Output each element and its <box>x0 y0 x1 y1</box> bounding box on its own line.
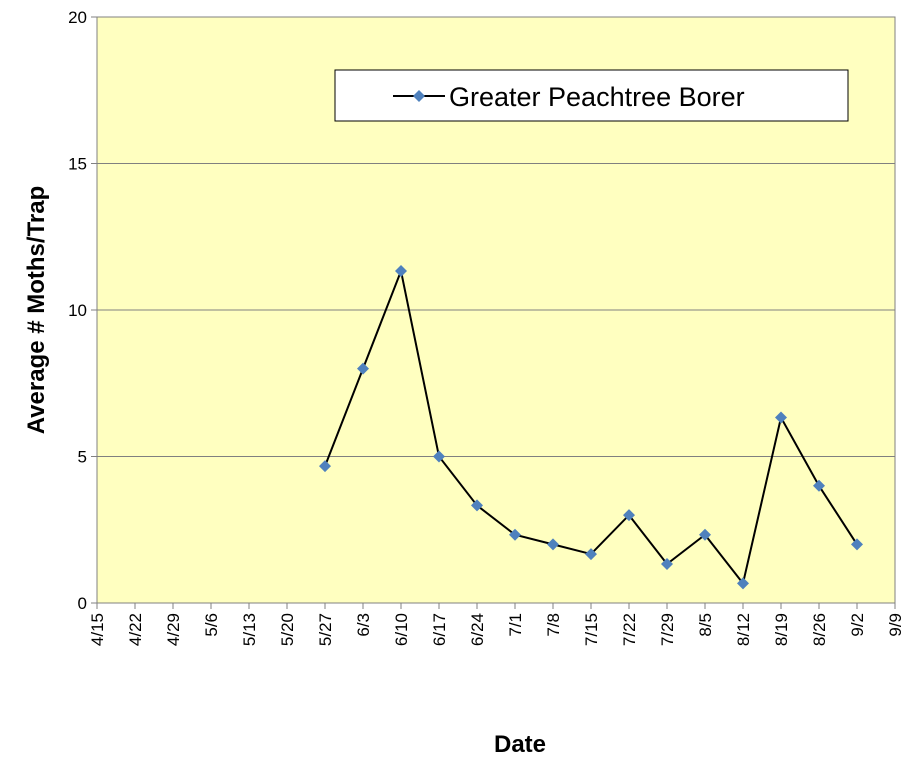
x-tick-label: 6/17 <box>430 613 449 646</box>
data-point <box>471 499 483 512</box>
data-point <box>623 509 635 522</box>
data-point <box>319 460 331 473</box>
x-tick-label: 6/10 <box>392 613 411 646</box>
x-tick-label: 5/27 <box>316 613 335 646</box>
data-point <box>851 538 863 551</box>
data-point <box>433 450 445 463</box>
data-point <box>813 479 825 492</box>
x-tick-label: 7/1 <box>506 613 525 637</box>
x-tick-label: 7/29 <box>658 613 677 646</box>
data-point <box>775 411 787 424</box>
y-tick-label: 10 <box>68 301 87 320</box>
x-tick-label: 9/2 <box>848 613 867 637</box>
data-point <box>661 558 673 571</box>
x-tick-label: 8/19 <box>772 613 791 646</box>
x-tick-label: 8/5 <box>696 613 715 637</box>
y-axis-title: Average # Moths/Trap <box>23 186 50 435</box>
x-tick-label: 4/29 <box>164 613 183 646</box>
x-tick-label: 8/12 <box>734 613 753 646</box>
x-tick-label: 9/9 <box>886 613 905 637</box>
x-tick-label: 6/24 <box>468 613 487 646</box>
legend-label: Greater Peachtree Borer <box>449 82 745 112</box>
x-tick-label: 4/15 <box>88 613 107 646</box>
y-tick-label: 15 <box>68 155 87 174</box>
data-point <box>395 265 407 278</box>
x-tick-label: 4/22 <box>126 613 145 646</box>
data-point <box>737 577 749 590</box>
data-point <box>509 528 521 541</box>
x-tick-label: 7/15 <box>582 613 601 646</box>
y-tick-label: 5 <box>78 448 87 467</box>
data-point <box>357 362 369 375</box>
x-tick-label: 5/13 <box>240 613 259 646</box>
x-tick-label: 7/22 <box>620 613 639 646</box>
x-tick-label: 7/8 <box>544 613 563 637</box>
x-tick-label: 8/26 <box>810 613 829 646</box>
x-tick-label: 5/20 <box>278 613 297 646</box>
x-axis-title: Date <box>494 731 546 758</box>
x-tick-label: 6/3 <box>354 613 373 637</box>
legend-marker <box>413 90 425 102</box>
data-point <box>585 548 597 561</box>
y-tick-label: 0 <box>78 594 87 613</box>
x-tick-label: 5/6 <box>202 613 221 637</box>
data-point <box>699 528 711 541</box>
y-tick-label: 20 <box>68 8 87 27</box>
data-point <box>547 538 559 551</box>
